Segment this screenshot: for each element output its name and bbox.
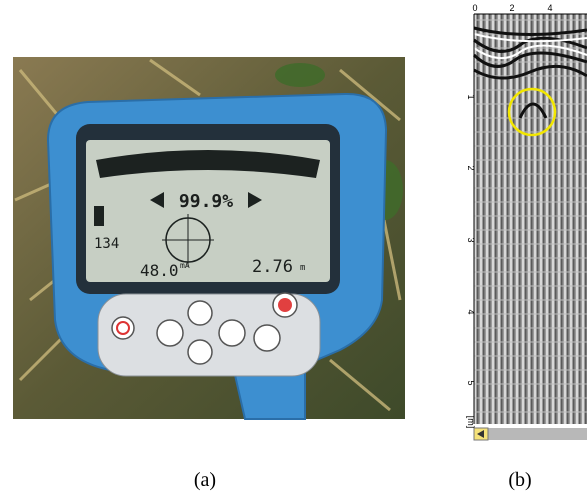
radargram xyxy=(460,0,587,441)
x-tick-label: 4 xyxy=(547,3,552,13)
panel-label: (b) xyxy=(508,469,531,491)
axis-unit: [m] xyxy=(466,416,476,429)
y-tick-label: 5 xyxy=(466,380,476,385)
y-tick-label: 2 xyxy=(466,165,476,170)
x-tick-label: 2 xyxy=(509,3,514,13)
current-unit: mA xyxy=(180,261,190,270)
depth-readout: 2.76 xyxy=(252,257,293,277)
panel-label: (a) xyxy=(194,469,216,491)
depth-unit: m xyxy=(300,263,305,273)
photo-a: 99.9% 134 48.0 mA 2.76 m xyxy=(13,57,405,420)
current-readout: 48.0 xyxy=(140,261,179,280)
y-tick-label: 4 xyxy=(466,309,476,314)
y-tick-label: 1 xyxy=(466,94,476,99)
gauge-readout: 99.9% xyxy=(179,191,233,212)
y-tick-label: 3 xyxy=(466,237,476,242)
volume-readout: 134 xyxy=(94,236,119,252)
x-tick-label: 0 xyxy=(472,3,477,13)
